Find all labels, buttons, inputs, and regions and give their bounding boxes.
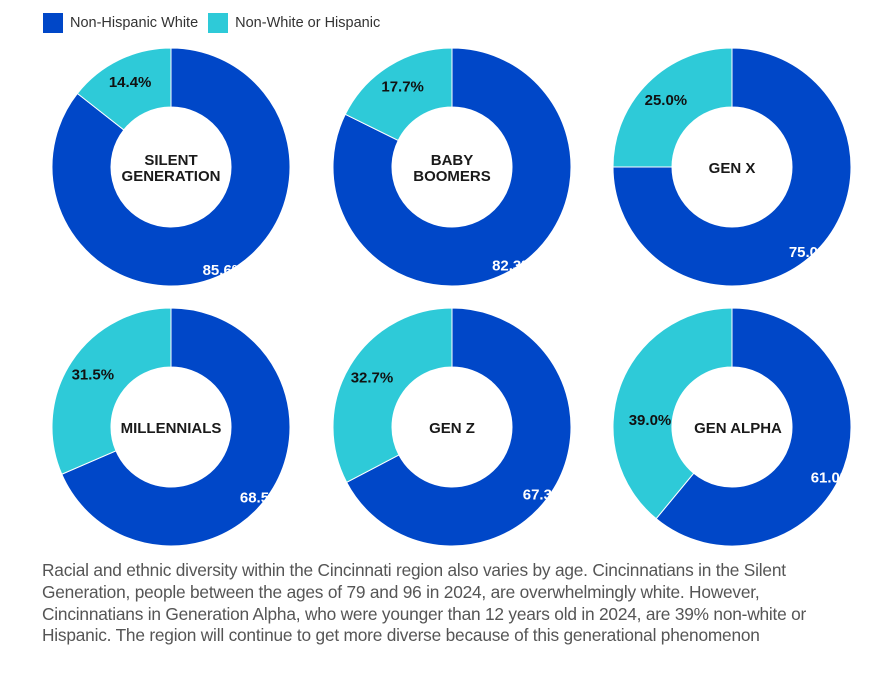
- slice-non-white-or-hispanic: [344, 47, 453, 142]
- donut-center-title: GEN ALPHA: [694, 420, 782, 437]
- data-label-non-hispanic-white: 82.3%: [492, 257, 535, 274]
- donut-center-title: GEN Z: [429, 420, 475, 437]
- data-label-non-white-or-hispanic: 25.0%: [645, 92, 688, 109]
- donut-chart: 61.0% 39.0% GEN ALPHA: [612, 307, 854, 547]
- legend-item-non-white-or-hispanic: Non-White or Hispanic: [208, 13, 380, 33]
- donut-center-title: MILLENNIALS: [121, 420, 222, 437]
- slice-non-white-or-hispanic: [51, 307, 172, 475]
- slice-non-white-or-hispanic: [332, 307, 453, 484]
- legend-item-non-hispanic-white: Non-Hispanic White: [43, 13, 198, 33]
- slice-non-hispanic-white: [51, 47, 291, 287]
- legend-label: Non-Hispanic White: [70, 15, 199, 31]
- data-label-non-hispanic-white: 67.3%: [523, 486, 566, 503]
- caption-paragraph: Racial and ethnic diversity within the C…: [42, 560, 807, 646]
- legend-swatch-non-white-or-hispanic: [208, 13, 229, 33]
- data-label-non-white-or-hispanic: 32.7%: [351, 370, 394, 387]
- donut-center-title: GEN X: [709, 160, 756, 177]
- donut-chart: 67.3% 32.7% GEN Z: [332, 307, 572, 547]
- donut-center-title: GENERATION: [122, 168, 221, 185]
- chart-legend: Non-Hispanic White Non-White or Hispanic: [43, 13, 390, 33]
- slice-non-hispanic-white: [345, 307, 572, 547]
- data-label-non-hispanic-white: 68.5%: [240, 489, 283, 506]
- slice-non-hispanic-white: [612, 47, 852, 287]
- data-label-non-white-or-hispanic: 14.4%: [109, 74, 152, 91]
- slice-non-hispanic-white: [332, 47, 572, 287]
- data-label-non-white-or-hispanic: 31.5%: [72, 367, 115, 384]
- donut-center-title: BOOMERS: [413, 168, 491, 185]
- donut-center-title: SILENT: [144, 152, 197, 169]
- legend-swatch-non-hispanic-white: [43, 13, 63, 33]
- donut-chart: 68.5% 31.5% MILLENNIALS: [51, 307, 291, 547]
- slice-non-white-or-hispanic: [76, 47, 172, 131]
- data-label-non-white-or-hispanic: 17.7%: [381, 79, 424, 96]
- slice-non-hispanic-white: [61, 307, 291, 547]
- slice-non-hispanic-white: [655, 307, 852, 547]
- slice-non-white-or-hispanic: [612, 307, 733, 520]
- data-label-non-hispanic-white: 75.0%: [789, 244, 832, 261]
- data-label-non-white-or-hispanic: 39.0%: [629, 412, 672, 429]
- donut-center-title: BABY: [431, 152, 474, 169]
- legend-label: Non-White or Hispanic: [235, 15, 381, 31]
- slice-non-white-or-hispanic: [612, 47, 733, 168]
- donut-chart: 75.0% 25.0% GEN X: [612, 47, 852, 287]
- data-label-non-hispanic-white: 61.0%: [811, 470, 854, 487]
- data-label-non-hispanic-white: 85.6%: [203, 262, 246, 279]
